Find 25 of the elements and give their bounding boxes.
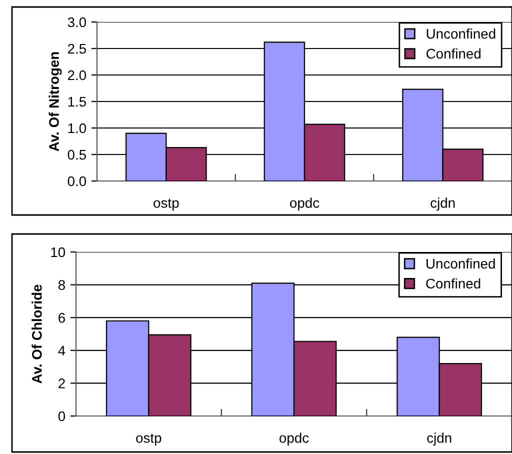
y-tick-label: 2.0 xyxy=(68,70,86,80)
y-axis-title: Av. Of Chloride xyxy=(32,284,42,384)
y-tick-label: 0.0 xyxy=(68,176,86,186)
y-tick-label: 6 xyxy=(58,312,65,323)
x-tick-label: cjdn xyxy=(430,198,455,211)
y-tick-label: 1.0 xyxy=(68,123,86,134)
y-tick-label: 10 xyxy=(51,247,66,258)
y-tick-label: 8 xyxy=(58,280,65,290)
x-tick-label: ostp xyxy=(136,434,162,446)
y-tick-label: 0.5 xyxy=(68,150,86,160)
y-tick-label: 2 xyxy=(58,378,65,388)
x-tick-label: opdc xyxy=(280,432,309,446)
y-tick-label: 0 xyxy=(58,411,66,422)
legend-label: Unconfined xyxy=(426,28,496,39)
y-tick-label: 1.5 xyxy=(68,96,86,107)
y-axis-title: Av. Of Nitrogen xyxy=(48,52,62,152)
y-tick-label: 2.5 xyxy=(68,44,86,54)
legend-label: Confined xyxy=(426,278,480,289)
legend-label: Confined xyxy=(426,48,480,59)
legend-label: Unconfined xyxy=(426,258,495,269)
x-tick-label: ostp xyxy=(154,198,179,211)
x-tick-label: opdc xyxy=(290,198,320,211)
y-tick-label: 3.0 xyxy=(68,17,86,28)
y-tick-label: 4 xyxy=(58,346,66,356)
x-tick-label: cjdn xyxy=(427,432,452,446)
